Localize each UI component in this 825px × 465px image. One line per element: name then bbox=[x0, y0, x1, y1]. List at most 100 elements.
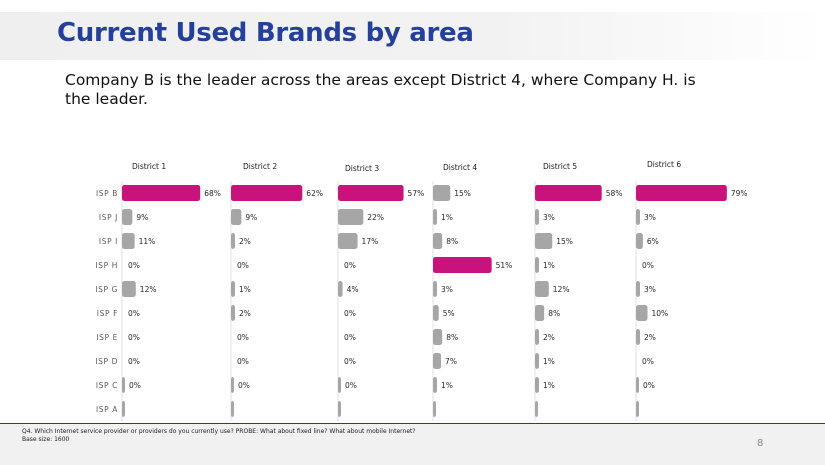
data-label: 6% bbox=[647, 237, 659, 246]
data-label: 58% bbox=[606, 189, 623, 198]
data-label: 12% bbox=[140, 285, 157, 294]
slide-subtitle: Company B is the leader across the areas… bbox=[65, 71, 696, 108]
data-label: 7% bbox=[445, 357, 457, 366]
data-label: 51% bbox=[496, 261, 513, 270]
data-label: 8% bbox=[548, 309, 560, 318]
bar-isp-i bbox=[636, 233, 643, 249]
data-label: 2% bbox=[239, 237, 251, 246]
bar-isp-c bbox=[122, 377, 125, 393]
bar-isp-b bbox=[231, 185, 303, 201]
bar-isp-c bbox=[338, 377, 341, 393]
district-header: District 1 bbox=[132, 162, 166, 171]
category-label: ISP G bbox=[95, 285, 118, 294]
district-header: District 2 bbox=[243, 162, 277, 171]
data-label: 8% bbox=[446, 237, 458, 246]
bar-isp-i bbox=[433, 233, 443, 249]
data-label: 1% bbox=[543, 381, 555, 390]
data-label: 0% bbox=[344, 333, 356, 342]
data-label: 22% bbox=[367, 213, 384, 222]
data-label: 2% bbox=[543, 333, 555, 342]
bar-isp-g bbox=[535, 281, 549, 297]
data-label: 3% bbox=[441, 285, 453, 294]
data-label: 0% bbox=[642, 261, 654, 270]
bar-isp-d bbox=[433, 353, 442, 369]
data-label: 15% bbox=[556, 237, 573, 246]
data-label: 15% bbox=[454, 189, 471, 198]
bar-isp-e bbox=[636, 329, 640, 345]
bar-isp-f bbox=[636, 305, 648, 321]
data-label: 57% bbox=[408, 189, 425, 198]
data-label: 0% bbox=[643, 381, 655, 390]
category-label: ISP E bbox=[96, 333, 118, 342]
data-label: 0% bbox=[128, 261, 140, 270]
bar-isp-b bbox=[636, 185, 727, 201]
bar-isp-a bbox=[338, 401, 341, 417]
data-label: 0% bbox=[128, 309, 140, 318]
bar-isp-a bbox=[433, 401, 436, 417]
data-label: 68% bbox=[204, 189, 221, 198]
data-label: 1% bbox=[239, 285, 251, 294]
data-label: 5% bbox=[443, 309, 455, 318]
category-label: ISP C bbox=[96, 381, 118, 390]
bar-isp-c bbox=[433, 377, 437, 393]
data-label: 0% bbox=[344, 357, 356, 366]
footnote: Q4. Which Internet service provider or p… bbox=[22, 428, 416, 443]
bar-isp-j bbox=[636, 209, 640, 225]
bar-isp-i bbox=[122, 233, 135, 249]
data-label: 3% bbox=[543, 213, 555, 222]
bar-isp-j bbox=[535, 209, 539, 225]
data-label: 0% bbox=[129, 381, 141, 390]
bar-isp-a bbox=[535, 401, 538, 417]
data-label: 3% bbox=[644, 285, 656, 294]
category-label: ISP F bbox=[97, 309, 118, 318]
page-number: 8 bbox=[757, 438, 764, 449]
bar-isp-j bbox=[231, 209, 242, 225]
data-label: 0% bbox=[238, 381, 250, 390]
bar-isp-b bbox=[535, 185, 602, 201]
data-label: 9% bbox=[136, 213, 148, 222]
district-bar-charts: ISP B ISP J ISP I ISP H ISP G ISP F ISP E ISP D… bbox=[95, 160, 748, 421]
data-label: 4% bbox=[347, 285, 359, 294]
bar-isp-f bbox=[433, 305, 439, 321]
data-label: 79% bbox=[731, 189, 748, 198]
data-label: 3% bbox=[644, 213, 656, 222]
data-label: 8% bbox=[446, 333, 458, 342]
bar-isp-j bbox=[433, 209, 437, 225]
data-label: 0% bbox=[344, 261, 356, 270]
category-label: ISP A bbox=[96, 405, 118, 414]
title-band bbox=[0, 12, 825, 60]
bar-isp-c bbox=[636, 377, 639, 393]
category-label: ISP D bbox=[95, 357, 118, 366]
data-label: 62% bbox=[306, 189, 323, 198]
district-header: District 6 bbox=[647, 160, 681, 169]
slide-title: Current Used Brands by area bbox=[57, 18, 474, 48]
bar-isp-c bbox=[231, 377, 234, 393]
category-label: ISP H bbox=[95, 261, 118, 270]
bar-isp-g bbox=[433, 281, 437, 297]
category-label: ISP I bbox=[99, 237, 118, 246]
bar-isp-b bbox=[433, 185, 451, 201]
footnote-base-size: Base size: 1600 bbox=[22, 435, 70, 443]
data-label: 0% bbox=[237, 261, 249, 270]
data-label: 17% bbox=[362, 237, 379, 246]
data-label: 0% bbox=[237, 357, 249, 366]
bar-isp-j bbox=[122, 209, 133, 225]
bar-isp-a bbox=[231, 401, 234, 417]
data-label: 1% bbox=[543, 261, 555, 270]
bar-isp-g bbox=[122, 281, 136, 297]
district-header: District 5 bbox=[543, 162, 577, 171]
district-header: District 3 bbox=[345, 164, 379, 173]
bar-isp-i bbox=[231, 233, 235, 249]
bar-isp-f bbox=[231, 305, 235, 321]
data-label: 9% bbox=[245, 213, 257, 222]
data-label: 1% bbox=[441, 213, 453, 222]
data-label: 1% bbox=[543, 357, 555, 366]
category-label: ISP B bbox=[96, 189, 118, 198]
category-label: ISP J bbox=[99, 213, 118, 222]
bar-isp-e bbox=[535, 329, 539, 345]
data-label: 1% bbox=[441, 381, 453, 390]
bar-isp-c bbox=[535, 377, 539, 393]
bar-isp-i bbox=[338, 233, 358, 249]
bar-isp-a bbox=[636, 401, 639, 417]
data-label: 2% bbox=[239, 309, 251, 318]
